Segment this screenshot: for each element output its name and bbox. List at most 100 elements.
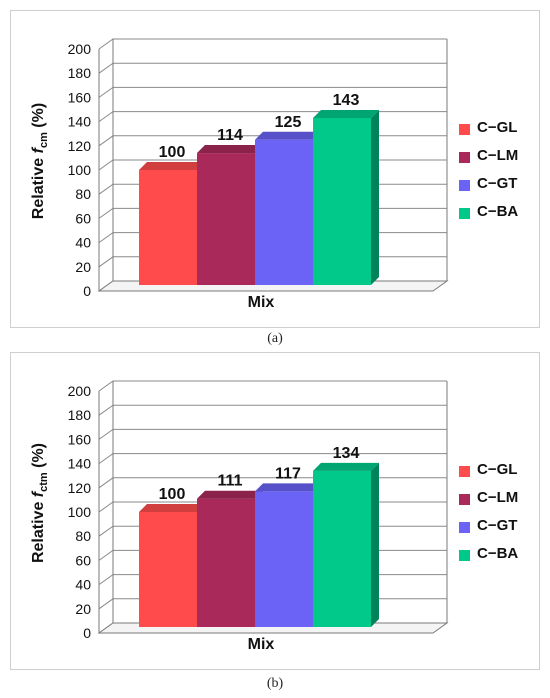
y-axis-label-suffix: (%) (30, 443, 47, 472)
legend-swatch (459, 208, 470, 219)
bar (197, 498, 255, 627)
legend-label: C−GT (477, 175, 518, 192)
y-tick-label: 100 (68, 162, 92, 178)
y-tick-label: 0 (83, 283, 91, 299)
legend-item: C−GL (459, 461, 539, 489)
legend-label: C−GL (477, 461, 518, 478)
y-tick-label: 120 (68, 138, 92, 154)
x-axis-label: Mix (248, 636, 275, 653)
y-axis-label-symbol: f (30, 490, 47, 497)
y-tick-label: 80 (75, 186, 91, 202)
y-axis-label-main: Relative (30, 497, 47, 563)
bar-side (371, 109, 379, 285)
legend-swatch (459, 522, 470, 533)
gridline (98, 86, 447, 98)
gridline (98, 380, 447, 392)
data-label: 100 (159, 144, 186, 161)
legend-label: C−GL (477, 119, 518, 136)
gridline (98, 453, 447, 465)
y-tick-label: 60 (75, 210, 91, 226)
chart-panel-a: 0 20 40 60 80 100 120 140 160 180 200 100 114 125 143 M… (10, 10, 540, 328)
chart-a-legend: C−GL C−LM C−GT C−BA (459, 119, 539, 231)
bar (139, 512, 197, 627)
y-tick-label: 60 (75, 552, 91, 568)
y-tick-label: 200 (68, 41, 92, 57)
y-axis-label: Relative fcm (%) (30, 103, 50, 219)
legend-swatch (459, 550, 470, 561)
legend-item: C−BA (459, 203, 539, 231)
bar (313, 470, 371, 627)
bar (255, 491, 313, 627)
bar-top (139, 162, 205, 170)
data-label: 125 (275, 114, 302, 131)
y-axis-label-main: Relative (30, 153, 47, 219)
legend-label: C−LM (477, 147, 519, 164)
y-axis-label-symbol: f (30, 146, 47, 153)
gridline (98, 62, 447, 74)
bar-top (197, 145, 263, 154)
y-axis-label: Relative fctm (%) (30, 443, 50, 563)
y-axis-label-subscript: ctm (38, 472, 50, 492)
y-tick-label: 140 (68, 456, 92, 472)
bar-top (255, 483, 321, 492)
legend-item: C−LM (459, 489, 539, 517)
chart-b-plot: 0 20 40 60 80 100 120 140 160 180 200 100 111 117 134 M… (30, 380, 449, 653)
y-tick-label: 20 (75, 259, 91, 275)
y-tick-label: 40 (75, 577, 91, 593)
legend-swatch (459, 494, 470, 505)
caption-a: (a) (267, 331, 283, 346)
bar (139, 170, 197, 285)
data-label: 134 (333, 445, 360, 462)
legend-label: C−BA (477, 545, 519, 562)
y-axis-label-subscript: cm (38, 132, 50, 148)
legend-item: C−GT (459, 517, 539, 545)
legend-item: C−GT (459, 175, 539, 203)
y-tick-label: 0 (83, 625, 91, 641)
legend-swatch (459, 466, 470, 477)
legend-label: C−GT (477, 517, 518, 534)
bar-top (255, 131, 321, 140)
bar (255, 139, 313, 285)
gridline (98, 38, 447, 50)
y-tick-label: 140 (68, 114, 92, 130)
y-axis-label-suffix: (%) (30, 103, 47, 132)
caption-b: (b) (266, 676, 284, 691)
y-tick-label: 100 (68, 504, 92, 520)
bar (313, 117, 371, 285)
chart-panel-b: 0 20 40 60 80 100 120 140 160 180 200 100 111 117 134 M… (10, 352, 540, 670)
gridline (98, 404, 447, 416)
legend-swatch (459, 124, 470, 135)
gridline (98, 111, 447, 123)
y-tick-label: 180 (68, 65, 92, 81)
bar-top (139, 504, 205, 512)
legend-item: C−GL (459, 119, 539, 147)
data-label: 143 (333, 92, 360, 109)
legend-label: C−BA (477, 203, 519, 220)
chart-b-legend: C−GL C−LM C−GT C−BA (459, 461, 539, 573)
data-label: 114 (217, 127, 243, 144)
legend-swatch (459, 152, 470, 163)
bar-side (371, 462, 379, 627)
chart-a-plot: 0 20 40 60 80 100 120 140 160 180 200 100 114 125 143 M… (30, 38, 449, 311)
gridline (98, 428, 447, 440)
y-tick-label: 20 (75, 601, 91, 617)
legend-item: C−LM (459, 147, 539, 175)
bar-top (197, 490, 263, 499)
y-tick-label: 180 (68, 407, 92, 423)
data-label: 111 (218, 473, 243, 490)
data-label: 100 (159, 486, 186, 503)
x-axis-label: Mix (248, 294, 275, 311)
legend-item: C−BA (459, 545, 539, 573)
y-tick-label: 120 (68, 480, 92, 496)
bar-top (313, 109, 379, 118)
bar (197, 153, 255, 285)
data-label: 117 (275, 465, 301, 482)
y-tick-label: 160 (68, 89, 92, 105)
legend-label: C−LM (477, 489, 519, 506)
y-tick-label: 80 (75, 528, 91, 544)
y-tick-label: 200 (68, 383, 92, 399)
legend-swatch (459, 180, 470, 191)
y-tick-label: 160 (68, 431, 92, 447)
y-tick-label: 40 (75, 235, 91, 251)
bar-top (313, 462, 379, 471)
